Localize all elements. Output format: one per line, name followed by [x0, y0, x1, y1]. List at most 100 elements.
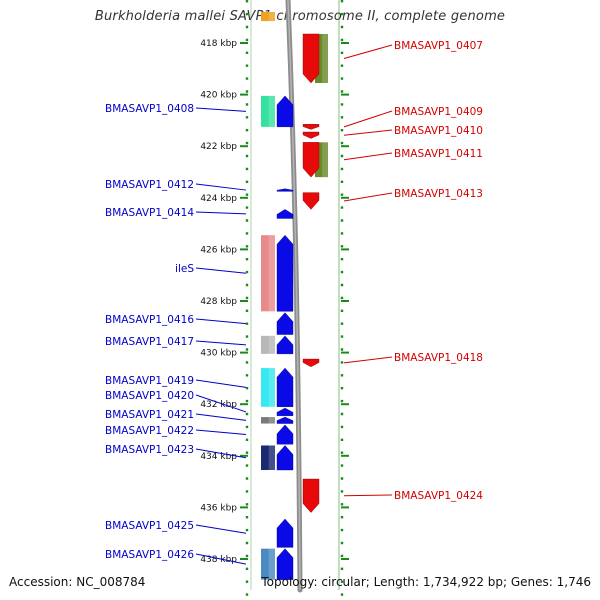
ruler-label: 422 kbp: [200, 142, 237, 152]
plus-gene-arrow-bmasavp1-0425: [276, 518, 294, 548]
leader-line-bmasavp1-0411: [343, 152, 393, 161]
plus-gene-arrow-iles: [276, 234, 294, 312]
ruler: 418 kbp 420 kbp 422 kbp 424 kbp 426 kbp 428 k…: [200, 39, 349, 565]
plus-gene-arrow-bmasavp1-0423: [276, 445, 294, 471]
leader-line-bmasavp1-0422: [195, 429, 247, 436]
gene-label-bmasavp1-0421: BMASAVP1_0421: [105, 409, 194, 421]
gene-block: [261, 95, 275, 127]
gene-label-bmasavp1-0423: BMASAVP1_0423: [105, 444, 194, 456]
leader-line-bmasavp1-0413: [343, 192, 393, 202]
gene-block: [261, 445, 275, 470]
minus-gene-arrow-bmasavp1-0418: [302, 358, 320, 368]
plus-gene-arrow-bmasavp1-0412: [276, 188, 294, 192]
leader-line-bmasavp1-0425: [195, 524, 247, 534]
plus-gene-arrow-bmasavp1-0416: [276, 312, 294, 335]
genome-title: Burkholderia mallei SAVP1 chromosome II,…: [94, 9, 506, 24]
ruler-label: 418 kbp: [200, 39, 237, 49]
plus-strand-track: [276, 95, 294, 580]
gene-label-bmasavp1-0424: BMASAVP1_0424: [394, 490, 483, 502]
gene-label-bmasavp1-0411: BMASAVP1_0411: [394, 148, 483, 160]
genome-summary: Topology: circular; Length: 1,734,922 bp…: [261, 575, 591, 589]
plus-gene-arrow-bmasavp1-0414: [276, 209, 294, 219]
leader-line-bmasavp1-0408: [195, 107, 247, 112]
plus-gene-arrow-bmasavp1-0419: [276, 367, 294, 407]
leader-line-bmasavp1-0418: [343, 356, 393, 364]
gene-label-bmasavp1-0425: BMASAVP1_0425: [105, 520, 194, 532]
label-leader-lines: [195, 44, 393, 565]
ruler-label: 424 kbp: [200, 194, 237, 204]
gene-block-shade: [268, 335, 275, 354]
chromosome-highlight: [287, 0, 301, 591]
gene-label-bmasavp1-0412: BMASAVP1_0412: [105, 179, 194, 191]
gene-label-bmasavp1-0413: BMASAVP1_0413: [394, 188, 483, 200]
leader-line-bmasavp1-0407: [343, 44, 393, 59]
gene-block: [261, 12, 275, 22]
minus-gene-arrow-bmasavp1-0424: [302, 478, 320, 513]
gene-block: [261, 368, 275, 407]
ruler-label: 432 kbp: [200, 400, 237, 410]
gene-label-bmasavp1-0409: BMASAVP1_0409: [394, 106, 483, 118]
leader-line-bmasavp1-0416: [195, 318, 247, 325]
gene-block-shade: [268, 12, 275, 22]
leader-line-bmasavp1-0423: [195, 448, 247, 459]
plus-gene-arrow-bmasavp1-0408: [276, 95, 294, 128]
ruler-label: 426 kbp: [200, 245, 237, 255]
leader-line-bmasavp1-0420: [195, 394, 247, 413]
gene-block: [261, 548, 275, 580]
gene-block-shade: [268, 417, 275, 424]
leader-line-bmasavp1-0417: [195, 340, 247, 346]
leader-line-bmasavp1-0424: [343, 494, 393, 497]
gene-label-bmasavp1-0407: BMASAVP1_0407: [394, 40, 483, 52]
ruler-label: 436 kbp: [200, 503, 237, 513]
gene-labels: BMASAVP1_0408 BMASAVP1_0412 BMASAVP1_0414i…: [105, 40, 483, 561]
gene-label-bmasavp1-0410: BMASAVP1_0410: [394, 125, 483, 137]
ruler-label: 430 kbp: [200, 349, 237, 359]
colored-gene-blocks: [261, 12, 328, 580]
gene-label-bmasavp1-0414: BMASAVP1_0414: [105, 207, 194, 219]
gene-block: [261, 335, 275, 354]
ruler-label: 420 kbp: [200, 91, 237, 101]
plus-gene-arrow-bmasavp1-0422: [276, 424, 294, 445]
ruler-label: 438 kbp: [200, 555, 237, 565]
minus-gene-arrow-bmasavp1-0413: [302, 192, 320, 210]
gene-label-bmasavp1-0417: BMASAVP1_0417: [105, 336, 194, 348]
minus-gene-arrow-bmasavp1-0407: [302, 33, 320, 84]
minus-gene-arrow-bmasavp1-0409: [302, 124, 320, 130]
gene-label-bmasavp1-0420: BMASAVP1_0420: [105, 390, 194, 402]
ruler-gridlines: [245, 0, 344, 600]
minus-gene-arrow-bmasavp1-0411: [302, 142, 320, 178]
minus-gene-arrow-bmasavp1-0410: [302, 131, 320, 139]
gene-label-bmasavp1-0408: BMASAVP1_0408: [105, 103, 194, 115]
gene-label-bmasavp1-0422: BMASAVP1_0422: [105, 425, 194, 437]
minus-strand-track: [302, 33, 320, 513]
gene-block: [261, 417, 275, 424]
leader-line-bmasavp1-0426: [195, 553, 247, 565]
plus-gene-arrow-bmasavp1-0426: [276, 548, 294, 580]
gene-label-iles: ileS: [175, 263, 194, 275]
gene-label-bmasavp1-0419: BMASAVP1_0419: [105, 375, 194, 387]
leader-line-bmasavp1-0409: [343, 110, 393, 128]
gene-label-bmasavp1-0418: BMASAVP1_0418: [394, 352, 483, 364]
plus-gene-arrow-bmasavp1-0421: [276, 416, 294, 424]
leader-line-iles: [195, 267, 247, 274]
gene-block: [261, 235, 275, 312]
gene-block-shade: [268, 548, 275, 580]
gene-block-shade: [268, 235, 275, 312]
chromosome-backbone: [285, 0, 303, 593]
gene-block-shade: [268, 368, 275, 407]
ruler-label: 428 kbp: [200, 297, 237, 307]
accession-label: Accession: NC_008784: [9, 575, 146, 589]
leader-line-bmasavp1-0421: [195, 413, 247, 421]
ruler-label: 434 kbp: [200, 452, 237, 462]
plus-gene-arrow-bmasavp1-0420: [276, 407, 294, 417]
leader-line-bmasavp1-0414: [195, 211, 247, 215]
gene-label-bmasavp1-0426: BMASAVP1_0426: [105, 549, 194, 561]
gene-label-bmasavp1-0416: BMASAVP1_0416: [105, 314, 194, 326]
plus-gene-arrow-bmasavp1-0417: [276, 335, 294, 355]
gene-block-shade: [268, 445, 275, 470]
gene-block-shade: [268, 95, 275, 127]
gene-block-shade: [322, 142, 328, 178]
leader-line-bmasavp1-0419: [195, 379, 247, 388]
leader-line-bmasavp1-0410: [343, 129, 393, 136]
